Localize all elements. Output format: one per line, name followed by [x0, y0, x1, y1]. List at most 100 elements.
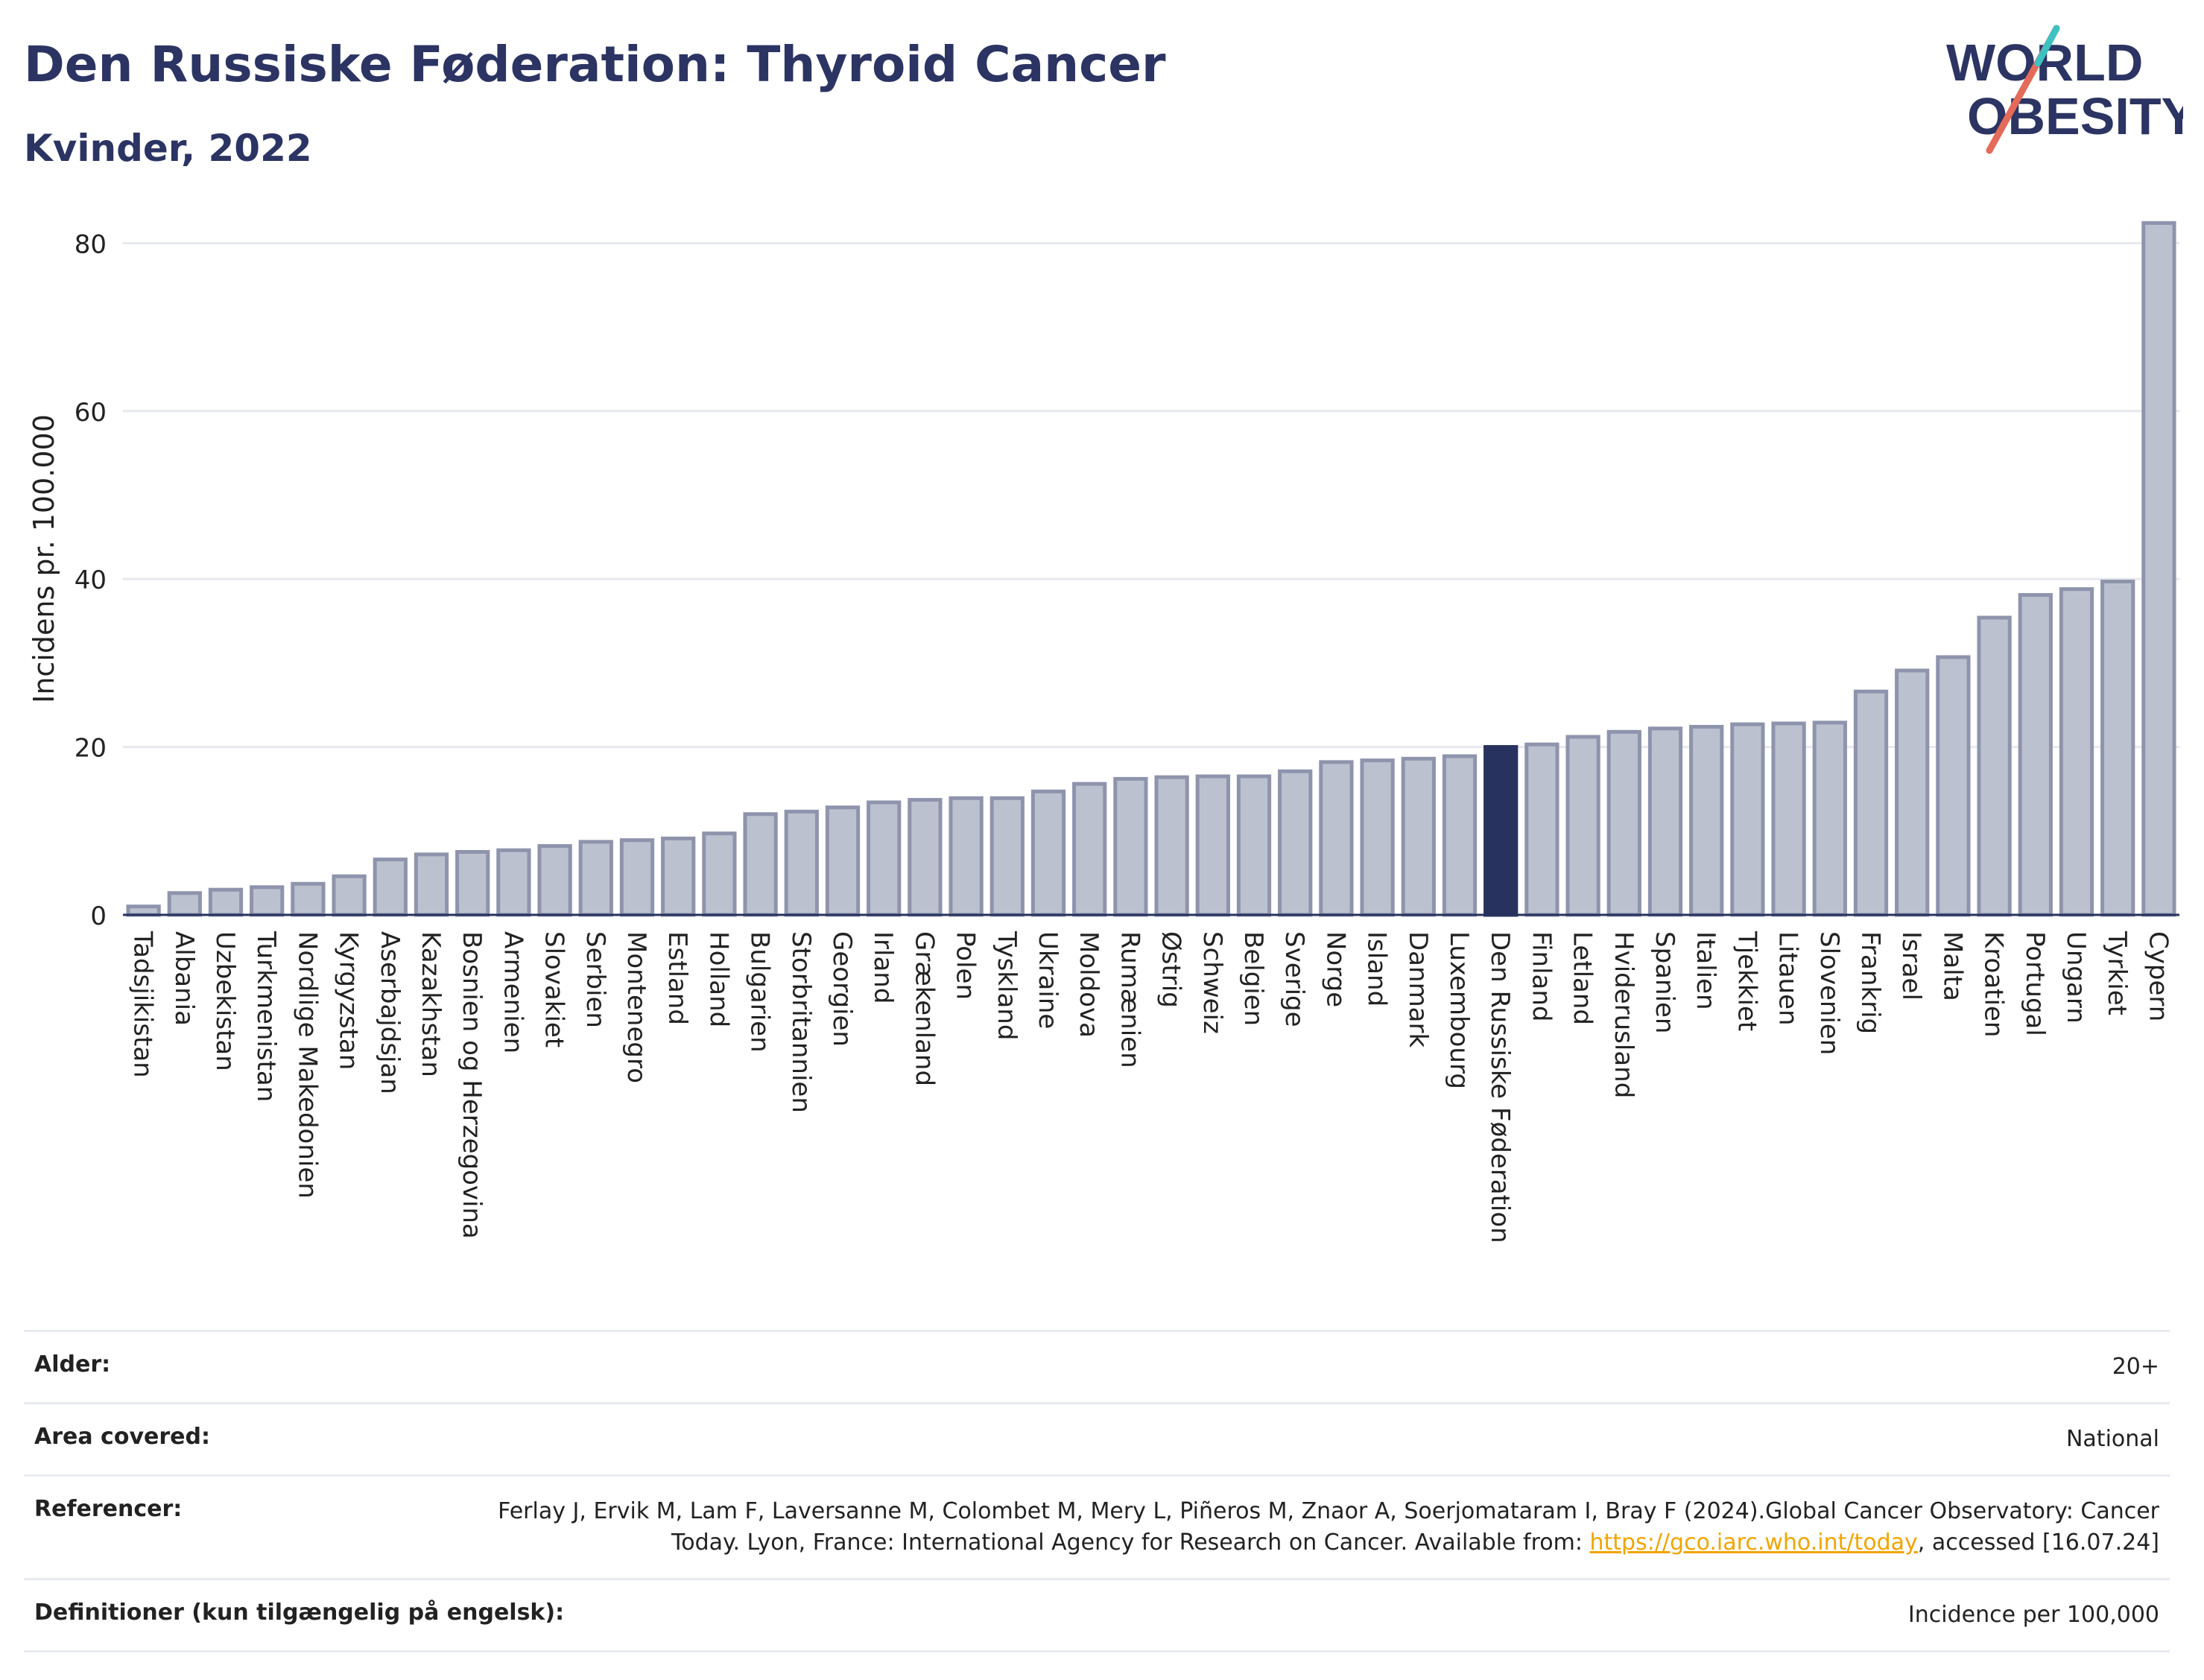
x-tick-label: Irland	[868, 931, 898, 1004]
x-tick-label: Aserbajdsjan	[375, 931, 405, 1094]
x-tick-label: Ungarn	[2061, 931, 2091, 1024]
bar[interactable]	[1606, 729, 1641, 917]
bar[interactable]	[455, 849, 490, 917]
x-tick-label: Island	[1362, 931, 1392, 1007]
bar[interactable]	[1113, 776, 1148, 917]
bar[interactable]	[2100, 580, 2135, 917]
x-tick-label: Georgien	[827, 931, 857, 1047]
x-tick-label: Portugal	[2020, 931, 2050, 1036]
page-subtitle: Kvinder, 2022	[24, 127, 312, 170]
x-tick-label: Letland	[1568, 931, 1597, 1025]
bar[interactable]	[908, 798, 943, 917]
bar[interactable]	[2141, 221, 2176, 917]
bar[interactable]	[1360, 758, 1395, 917]
bar[interactable]	[619, 838, 655, 917]
x-tick-label: Tyskland	[992, 931, 1022, 1040]
y-axis-labels: 0 20 40 60 80	[75, 229, 107, 931]
bar[interactable]	[825, 805, 861, 917]
bar[interactable]	[373, 858, 408, 917]
x-tick-label: Nordlige Makedonien	[292, 931, 322, 1199]
bar[interactable]	[1565, 735, 1600, 917]
bar[interactable]	[1730, 722, 1765, 917]
bar[interactable]	[989, 796, 1025, 917]
bar[interactable]	[578, 840, 613, 917]
bar[interactable]	[496, 848, 531, 917]
x-tick-label: Serbien	[580, 931, 610, 1028]
info-value: Incidence per 100,000	[1907, 1602, 2159, 1628]
bar[interactable]	[1401, 756, 1436, 917]
logo-text-obesity: OBESITY	[1967, 87, 2183, 145]
bar[interactable]	[784, 809, 819, 917]
bar-chart: Tadsjikistan Albania Uzbekistan Turkmenista…	[28, 221, 2179, 1243]
info-row-age: Alder: 20+	[24, 1330, 2170, 1402]
x-tick-label: Moldova	[1074, 931, 1103, 1038]
bar[interactable]	[1072, 782, 1107, 917]
bar[interactable]	[1154, 775, 1189, 917]
bar[interactable]	[1977, 615, 2012, 917]
page-title: Den Russiske Føderation: Thyroid Cancer	[24, 36, 1166, 93]
bar[interactable]	[414, 852, 449, 917]
info-row-definitions: Definitioner (kun tilgængelig på engelsk…	[24, 1578, 2170, 1652]
bar[interactable]	[1771, 721, 1806, 917]
reference-text-end: , accessed [16.07.24]	[1917, 1530, 2159, 1556]
reference-link[interactable]: https://gco.iarc.who.int/today	[1589, 1530, 1918, 1556]
x-tick-label: Finland	[1526, 931, 1556, 1022]
x-tick-label: Kroatien	[1979, 931, 2009, 1037]
bar[interactable]	[867, 800, 902, 917]
bar[interactable]	[2059, 587, 2094, 917]
x-tick-label: Slovakiet	[539, 931, 569, 1047]
x-tick-label: Polen	[951, 931, 981, 1000]
bar[interactable]	[126, 904, 161, 917]
x-tick-label: Spanien	[1650, 931, 1679, 1033]
bar[interactable]	[1524, 742, 1559, 917]
y-tick-label: 60	[75, 398, 107, 428]
y-tick-label: 80	[75, 229, 107, 259]
bar[interactable]	[1195, 774, 1230, 917]
info-label: Alder:	[34, 1351, 111, 1378]
bar[interactable]	[1278, 769, 1313, 917]
info-value: National	[2065, 1426, 2159, 1452]
bar[interactable]	[949, 796, 984, 917]
bars-layer	[123, 221, 2179, 917]
bar[interactable]	[1647, 726, 1683, 917]
x-tick-label: Storbritannien	[786, 931, 816, 1113]
x-tick-label: Rumænien	[1115, 931, 1144, 1068]
bar[interactable]	[291, 881, 326, 917]
world-obesity-logo: WORLD OBESITY	[1946, 25, 2183, 154]
bar[interactable]	[2018, 593, 2053, 917]
bar[interactable]	[1853, 689, 1889, 917]
bar[interactable]	[743, 812, 778, 917]
bar[interactable]	[1442, 754, 1478, 917]
x-tick-label: Grækenland	[909, 931, 939, 1086]
bar-highlight[interactable]	[1483, 745, 1519, 917]
bar[interactable]	[537, 844, 572, 917]
x-tick-label: Slovenien	[1814, 931, 1844, 1055]
info-value: 20+	[2112, 1354, 2159, 1380]
x-tick-label: Sverige	[1279, 931, 1309, 1027]
bar[interactable]	[208, 887, 244, 917]
bar[interactable]	[167, 891, 202, 917]
bar[interactable]	[1689, 725, 1724, 917]
info-label: Definitioner (kun tilgængelig på engelsk…	[34, 1600, 565, 1626]
bar[interactable]	[250, 885, 285, 917]
bar[interactable]	[1236, 774, 1272, 917]
x-tick-label: Hviderusland	[1609, 931, 1638, 1098]
reference-text: Ferlay J, Ervik M, Lam F, Laversanne M, …	[498, 1498, 2159, 1556]
y-tick-label: 20	[75, 734, 107, 764]
bar[interactable]	[661, 836, 696, 917]
bar[interactable]	[332, 874, 367, 917]
x-tick-label: Luxembourg	[1444, 931, 1474, 1089]
x-tick-label: Montenegro	[621, 931, 651, 1083]
x-tick-label: Israel	[1896, 931, 1926, 1001]
x-tick-label: Litauen	[1773, 931, 1803, 1026]
bar[interactable]	[702, 831, 737, 917]
bar[interactable]	[1319, 760, 1354, 917]
info-value: Ferlay J, Ervik M, Lam F, Laversanne M, …	[446, 1496, 2159, 1559]
x-tick-label: Danmark	[1403, 931, 1433, 1047]
bar[interactable]	[1812, 720, 1847, 917]
bar[interactable]	[1936, 655, 1971, 917]
bar[interactable]	[1030, 789, 1066, 917]
x-tick-label: Bulgarien	[745, 931, 775, 1053]
x-tick-label: Albania	[169, 931, 199, 1026]
bar[interactable]	[1895, 668, 1930, 917]
